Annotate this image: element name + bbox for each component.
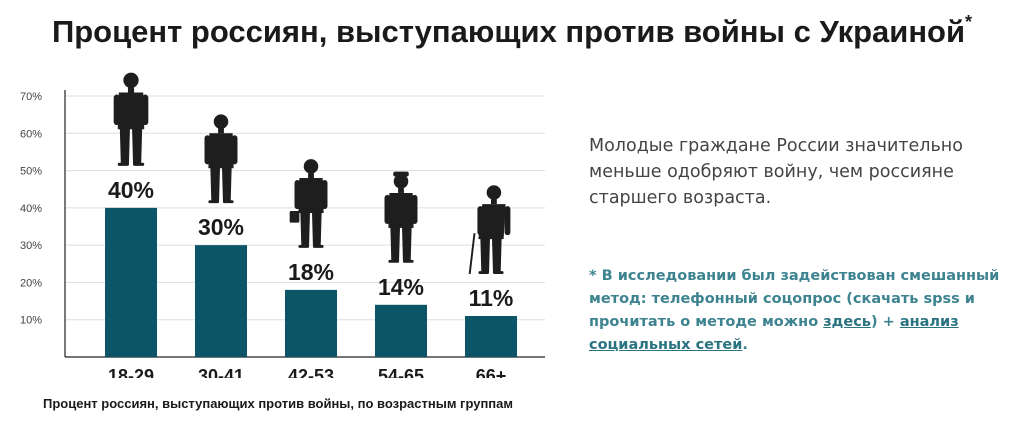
y-tick-label: 70%	[20, 91, 42, 103]
businessman-with-briefcase-icon	[289, 159, 328, 248]
x-category-label: 66+	[476, 366, 507, 378]
x-category-label: 30-41	[198, 366, 244, 378]
bar-value-label: 11%	[469, 285, 514, 311]
older-man-icon	[384, 171, 418, 263]
x-category-label: 18-29	[108, 366, 154, 378]
note-link-here[interactable]: здесь	[823, 314, 871, 330]
y-tick-label: 30%	[20, 240, 42, 252]
y-tick-label: 20%	[20, 277, 42, 289]
bar-chart: 10% 20% 30% 40% 50% 60% 70% 40% 18-29 30% 30-41 18%…	[20, 72, 545, 378]
bar	[375, 304, 427, 357]
methodology-note: * В исследовании был задействован смешан…	[589, 265, 1014, 357]
lead-text: Молодые граждане России значительно мень…	[589, 136, 963, 208]
note-link-social-analysis[interactable]: анализ социальных сетей	[589, 314, 959, 353]
bar	[285, 289, 337, 357]
bar	[195, 245, 247, 357]
x-category-label: 42-53	[288, 366, 334, 378]
note-text-after: .	[742, 337, 748, 353]
bar-value-label: 18%	[288, 259, 334, 285]
young-man-icon	[113, 72, 149, 166]
y-tick-label: 50%	[20, 166, 42, 178]
bar-value-label: 14%	[378, 274, 424, 300]
y-tick-label: 60%	[20, 128, 42, 140]
adult-man-icon	[204, 114, 238, 204]
y-tick-label: 10%	[20, 315, 42, 327]
x-category-label: 54-65	[378, 366, 424, 378]
bar	[465, 315, 517, 357]
chart-title-text: Процент россиян, выступающих против войн…	[51, 14, 966, 49]
title-footnote-marker: *	[965, 12, 973, 32]
bar-value-label: 40%	[108, 177, 154, 203]
elderly-man-with-cane-icon	[468, 185, 511, 275]
bar-value-label: 30%	[198, 214, 244, 240]
y-tick-label: 40%	[20, 203, 42, 215]
chart-title: Процент россиян, выступающих против войн…	[0, 12, 1024, 50]
bar	[105, 207, 157, 357]
note-text-middle: ) +	[870, 314, 900, 330]
note-text-before: * В исследовании был задействован смешан…	[589, 268, 1000, 330]
chart-caption: Процент россиян, выступающих против войн…	[43, 396, 514, 411]
